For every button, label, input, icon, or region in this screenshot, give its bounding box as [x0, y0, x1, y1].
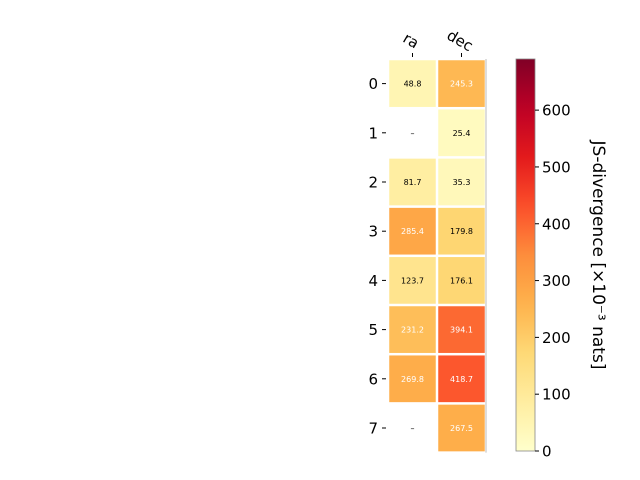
row-label: 0 — [368, 75, 378, 93]
heatmap-cell — [438, 158, 485, 206]
colorbar-tick-label: 300 — [542, 272, 571, 290]
heatmap-cell-value: 245.3 — [450, 80, 473, 89]
heatmap-cell — [438, 306, 485, 353]
heatmap-cell-value: 285.4 — [401, 227, 424, 236]
row-label: 1 — [368, 124, 378, 142]
heatmap-cell-value: 418.7 — [450, 375, 473, 384]
colorbar-gradient — [515, 58, 536, 452]
heatmap-cell — [389, 207, 436, 255]
colorbar-label: JS-divergence [×10⁻³ nats] — [588, 140, 608, 370]
heatmap-cell-missing-label: – — [411, 129, 415, 138]
heatmap-cell-value: 123.7 — [401, 276, 424, 285]
column-labels: ra dec — [400, 26, 476, 57]
heatmap-cell-value: 35.3 — [453, 178, 471, 187]
heatmap-cell — [438, 257, 485, 304]
row-label: 7 — [368, 420, 378, 438]
heatmap-cell-value: 269.8 — [401, 375, 424, 384]
colorbar-tick-label: 600 — [542, 102, 571, 120]
heatmap-cell — [389, 60, 436, 107]
heatmap-cell-value: 176.1 — [450, 276, 473, 285]
heatmap-cell-value: 48.8 — [404, 80, 422, 89]
heatmap-cell-value: 81.7 — [404, 178, 422, 187]
row-label: 5 — [368, 321, 378, 339]
row-label: 6 — [368, 370, 378, 388]
heatmap-cells: 48.8 245.3 – 25.4 81.7 35.3 285.4 179.8 123.7 176… — [389, 60, 485, 452]
heatmap-cell — [438, 404, 485, 452]
row-labels: 0 1 2 3 4 5 6 7 — [368, 75, 386, 438]
colorbar-tick-label: 200 — [542, 329, 571, 347]
colorbar-tick-label: 100 — [542, 386, 571, 404]
heatmap-cell-value: 267.5 — [450, 424, 473, 433]
column-label: dec — [444, 26, 476, 55]
heatmap-cell — [389, 355, 436, 403]
row-label: 3 — [368, 223, 378, 241]
heatmap-cell — [389, 257, 436, 304]
row-label: 2 — [368, 174, 378, 192]
heatmap-cell — [389, 158, 436, 206]
column-label: ra — [400, 29, 422, 52]
heatmap-cell-value: 25.4 — [453, 129, 471, 138]
heatmap-cell-value: 394.1 — [450, 326, 473, 335]
heatmap-cell — [438, 355, 485, 403]
heatmap-cell-value: 231.2 — [401, 326, 424, 335]
heatmap-cell — [438, 60, 485, 107]
heatmap-cell — [438, 207, 485, 255]
heatmap-cell — [438, 109, 485, 157]
heatmap-cell-missing-label: – — [411, 424, 415, 433]
colorbar-tick-label: 500 — [542, 158, 571, 176]
row-label: 4 — [368, 272, 378, 290]
colorbar-tick-label: 0 — [542, 443, 552, 461]
colorbar: 0 100 200 300 400 500 600 JS-divergence [×10⁻³ … — [515, 58, 608, 461]
heatmap-cell — [389, 306, 436, 353]
heatmap-cell-value: 179.8 — [450, 227, 473, 236]
colorbar-tick-label: 400 — [542, 215, 571, 233]
